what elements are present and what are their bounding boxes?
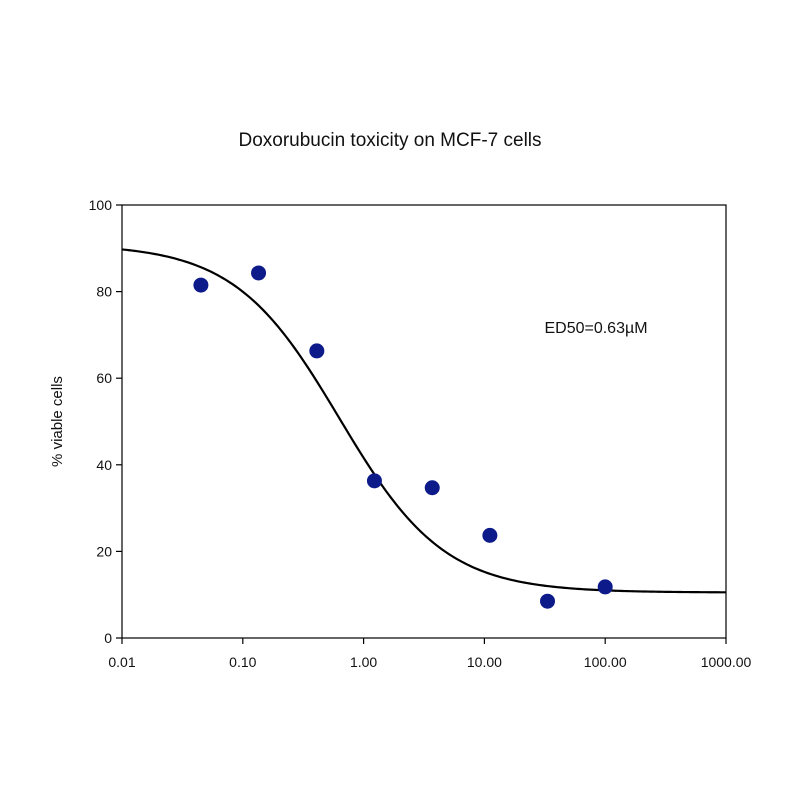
x-tick-label: 10.00 [467, 654, 502, 670]
x-tick-label: 100.00 [584, 654, 627, 670]
y-tick-label: 20 [96, 543, 112, 559]
x-tick-label: 0.01 [108, 654, 135, 670]
plot-area: 0.01 0.10 1.00 10.00 100.00 1000.00 0 20 40 60 80… [89, 197, 752, 670]
x-tick-label: 1.00 [350, 654, 377, 670]
chart-title: Doxorubucin toxicity on MCF-7 cells [238, 130, 541, 151]
data-point [482, 527, 498, 543]
x-axis: 0.01 0.10 1.00 10.00 100.00 1000.00 [108, 638, 752, 670]
y-tick-label: 60 [96, 370, 112, 386]
data-points [193, 265, 613, 609]
data-point [424, 480, 440, 496]
y-axis: 0 20 40 60 80 100 [89, 197, 122, 646]
plot-frame [121, 204, 727, 639]
fit-curve [121, 248, 727, 594]
data-point [366, 473, 382, 489]
y-tick-label: 40 [96, 457, 112, 473]
y-axis-label: % viable cells [49, 376, 66, 467]
data-point [251, 265, 267, 281]
y-tick-label: 0 [104, 630, 112, 646]
x-tick-label: 1000.00 [701, 654, 752, 670]
x-tick-label: 0.10 [229, 654, 256, 670]
data-point [309, 343, 325, 359]
ed50-annotation: ED50=0.63µM [544, 320, 647, 337]
data-point [597, 579, 613, 595]
y-tick-label: 80 [96, 284, 112, 300]
y-tick-label: 100 [89, 197, 113, 213]
data-point [193, 277, 209, 293]
data-point [540, 593, 556, 609]
